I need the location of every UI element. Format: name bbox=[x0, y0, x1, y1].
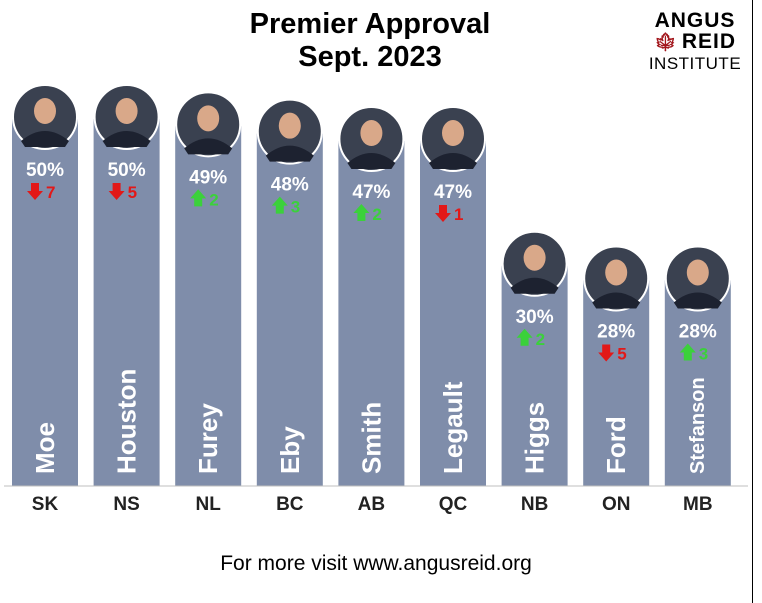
premier-name-label: Higgs bbox=[520, 402, 550, 474]
arrow-up-icon bbox=[516, 328, 533, 346]
chart-title-line1: Premier Approval bbox=[249, 8, 491, 40]
value-label: 28% bbox=[597, 321, 635, 342]
x-tick-label: AB bbox=[358, 494, 385, 515]
bar bbox=[420, 141, 486, 486]
change-label: 3 bbox=[291, 198, 300, 217]
change-label: 5 bbox=[128, 183, 137, 202]
x-tick-label: NS bbox=[113, 494, 139, 515]
arrow-up-icon bbox=[679, 343, 696, 361]
bar bbox=[12, 119, 78, 486]
footer-link[interactable]: For more visit www.angusreid.org bbox=[220, 552, 532, 575]
premier-photo-body bbox=[21, 131, 69, 147]
premier-photo-face bbox=[278, 112, 301, 139]
premier-name-label: Legault bbox=[438, 381, 468, 474]
change-label: 3 bbox=[699, 344, 708, 363]
arrow-down-icon bbox=[27, 183, 43, 200]
bar-chart: 50% 7 Moe SK 50% 5 Houston NS 49% 2 Furey NL 48% 3 Eby… bbox=[4, 84, 748, 515]
x-tick-label: NB bbox=[521, 494, 548, 515]
change-label: 1 bbox=[454, 205, 463, 224]
change-label: 2 bbox=[372, 205, 381, 224]
logo-line2-text: REID bbox=[681, 30, 737, 53]
change-label: 5 bbox=[617, 344, 626, 363]
bar-group-nl: 49% 2 Furey NL bbox=[175, 91, 242, 515]
bar bbox=[256, 133, 323, 486]
x-tick-label: SK bbox=[32, 494, 59, 515]
premier-photo-face bbox=[686, 259, 709, 286]
premier-photo-face bbox=[34, 98, 56, 124]
premier-name-label: Ford bbox=[601, 416, 631, 474]
x-tick-label: QC bbox=[439, 494, 468, 515]
angus-reid-logo: ANGUS 🍁︎ REID INSTITUTE bbox=[640, 10, 750, 74]
value-label: 30% bbox=[516, 307, 554, 328]
premier-photo-body bbox=[102, 131, 151, 147]
arrow-up-icon bbox=[271, 196, 288, 214]
arrow-down-icon bbox=[435, 205, 451, 223]
premier-name-label: Stefanson bbox=[687, 377, 709, 474]
value-label: 47% bbox=[352, 182, 390, 203]
change-label: 2 bbox=[536, 330, 545, 349]
premier-photo-face bbox=[442, 120, 464, 147]
value-label: 50% bbox=[26, 160, 64, 181]
premier-name-label: Furey bbox=[193, 403, 223, 474]
premier-name-label: Eby bbox=[275, 426, 305, 474]
change-label: 7 bbox=[46, 183, 55, 202]
value-label: 28% bbox=[679, 321, 717, 342]
value-label: 49% bbox=[189, 167, 227, 188]
premier-photo-body bbox=[429, 153, 477, 170]
premier-photo-body bbox=[510, 277, 559, 294]
bar-group-qc: 47% 1 Legault QC bbox=[420, 106, 486, 515]
arrow-down-icon bbox=[108, 183, 125, 200]
premier-name-label: Smith bbox=[356, 402, 386, 474]
logo-line1: ANGUS bbox=[654, 9, 736, 32]
premier-photo-body bbox=[265, 145, 314, 162]
bar bbox=[175, 126, 242, 486]
arrow-up-icon bbox=[190, 189, 207, 207]
premier-photo-face bbox=[523, 244, 546, 271]
premier-photo-face bbox=[197, 105, 220, 132]
bar-group-ns: 50% 5 Houston NS bbox=[93, 84, 160, 515]
x-tick-label: ON bbox=[602, 494, 631, 515]
premier-photo-body bbox=[592, 292, 641, 309]
value-label: 48% bbox=[271, 175, 309, 196]
arrow-up-icon bbox=[353, 204, 370, 222]
premier-photo-body bbox=[184, 138, 233, 155]
value-label: 50% bbox=[108, 160, 146, 181]
bar-group-bc: 48% 3 Eby BC bbox=[256, 98, 323, 515]
bar-group-on: 28% 5 Ford ON bbox=[583, 245, 650, 515]
premier-photo-face bbox=[360, 120, 383, 147]
bar bbox=[501, 265, 568, 486]
frame-border bbox=[752, 0, 753, 603]
bar bbox=[664, 280, 731, 486]
chart-title-line2: Sept. 2023 bbox=[298, 41, 442, 73]
maple-leaf-icon: 🍁︎ bbox=[653, 32, 678, 52]
x-tick-label: BC bbox=[276, 494, 304, 515]
premier-photo-face bbox=[605, 259, 628, 286]
bar-group-sk: 50% 7 Moe SK bbox=[12, 84, 78, 515]
arrow-down-icon bbox=[598, 344, 615, 362]
premier-name-label: Moe bbox=[30, 422, 60, 474]
bar-group-nb: 30% 2 Higgs NB bbox=[501, 230, 568, 515]
x-tick-label: NL bbox=[196, 494, 222, 515]
bar-group-mb: 28% 3 Stefanson MB bbox=[664, 245, 731, 515]
change-label: 2 bbox=[209, 190, 218, 209]
x-tick-label: MB bbox=[683, 494, 713, 515]
chart-title: Premier Approval Sept. 2023 bbox=[200, 8, 540, 74]
premier-photo-face bbox=[115, 98, 138, 124]
premier-photo-body bbox=[673, 292, 722, 309]
logo-line3: INSTITUTE bbox=[648, 54, 742, 73]
bar-group-ab: 47% 2 Smith AB bbox=[338, 106, 405, 515]
value-label: 47% bbox=[434, 182, 472, 203]
bar bbox=[338, 141, 405, 486]
premier-name-label: Houston bbox=[112, 369, 142, 474]
logo-line2: 🍁︎ REID bbox=[640, 31, 750, 53]
bar bbox=[93, 119, 160, 486]
bar bbox=[583, 280, 650, 486]
premier-photo-body bbox=[347, 153, 396, 170]
